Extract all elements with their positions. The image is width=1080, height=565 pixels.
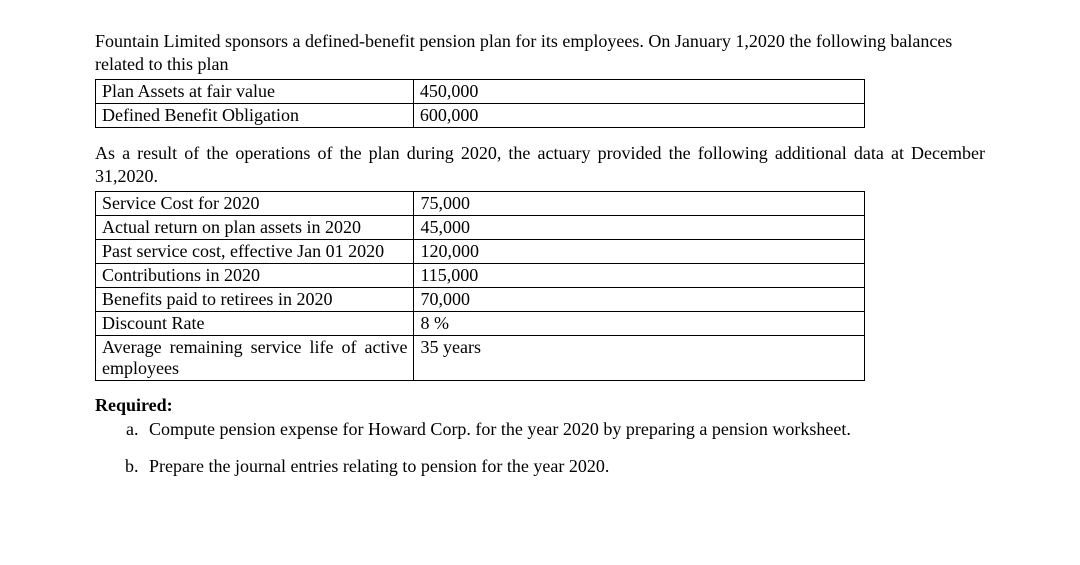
table-cell-value: 70,000 — [414, 287, 865, 311]
document-page: Fountain Limited sponsors a defined-bene… — [0, 0, 1080, 565]
table-row: Average remaining service life of active… — [96, 335, 865, 380]
table-cell-label: Plan Assets at fair value — [96, 79, 414, 103]
table-cell-value: 75,000 — [414, 191, 865, 215]
required-heading: Required: — [95, 395, 985, 416]
required-item-a: Compute pension expense for Howard Corp.… — [143, 418, 985, 441]
table-cell-value: 115,000 — [414, 263, 865, 287]
table-cell-label: Benefits paid to retirees in 2020 — [96, 287, 414, 311]
table-cell-value: 8 % — [414, 311, 865, 335]
required-item-b: Prepare the journal entries relating to … — [143, 455, 985, 478]
table-cell-value: 45,000 — [414, 215, 865, 239]
required-list: Compute pension expense for Howard Corp.… — [95, 418, 985, 479]
table-row: Past service cost, effective Jan 01 2020… — [96, 239, 865, 263]
actuary-data-table: Service Cost for 2020 75,000 Actual retu… — [95, 191, 865, 381]
table-row: Service Cost for 2020 75,000 — [96, 191, 865, 215]
table-cell-label: Actual return on plan assets in 2020 — [96, 215, 414, 239]
table-row: Benefits paid to retirees in 2020 70,000 — [96, 287, 865, 311]
table-row: Plan Assets at fair value 450,000 — [96, 79, 865, 103]
table-cell-label: Discount Rate — [96, 311, 414, 335]
table-row: Contributions in 2020 115,000 — [96, 263, 865, 287]
table-cell-value: 35 years — [414, 335, 865, 380]
intro-paragraph-2: As a result of the operations of the pla… — [95, 142, 985, 189]
table-row: Defined Benefit Obligation 600,000 — [96, 103, 865, 127]
intro-paragraph-1: Fountain Limited sponsors a defined-bene… — [95, 30, 985, 77]
table-cell-value: 450,000 — [413, 79, 864, 103]
table-cell-label: Defined Benefit Obligation — [96, 103, 414, 127]
table-row: Discount Rate 8 % — [96, 311, 865, 335]
table-cell-value: 600,000 — [413, 103, 864, 127]
table-row: Actual return on plan assets in 2020 45,… — [96, 215, 865, 239]
table-cell-value: 120,000 — [414, 239, 865, 263]
table-cell-label: Contributions in 2020 — [96, 263, 414, 287]
table-cell-label: Past service cost, effective Jan 01 2020 — [96, 239, 414, 263]
table-cell-label: Service Cost for 2020 — [96, 191, 414, 215]
balances-table: Plan Assets at fair value 450,000 Define… — [95, 79, 865, 128]
table-cell-label: Average remaining service life of active… — [96, 335, 414, 380]
